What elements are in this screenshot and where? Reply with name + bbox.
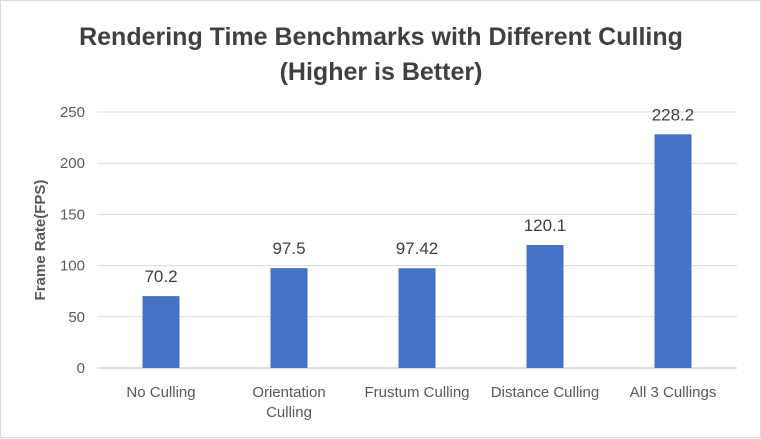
y-axis-ticks: 0 50 100 150 200 250 bbox=[60, 104, 85, 377]
bar bbox=[270, 268, 308, 368]
y-axis-title: Frame Rate(FPS) bbox=[32, 180, 49, 301]
chart-title-line-2: (Higher is Better) bbox=[280, 58, 483, 86]
data-label: 97.42 bbox=[396, 239, 439, 258]
y-tick-label: 100 bbox=[60, 258, 85, 275]
y-tick-label: 200 bbox=[60, 155, 85, 172]
y-tick-label: 250 bbox=[60, 104, 85, 121]
y-tick-label: 150 bbox=[60, 206, 85, 223]
bar bbox=[142, 296, 180, 368]
bars bbox=[142, 134, 692, 368]
bar bbox=[654, 134, 692, 368]
x-tick-label: All 3 Cullings bbox=[630, 384, 717, 401]
x-tick-label: Orientation Culling bbox=[252, 384, 325, 421]
data-label: 70.2 bbox=[144, 267, 177, 286]
chart-title-line-1: Rendering Time Benchmarks with Different… bbox=[79, 23, 683, 51]
x-tick-label: Distance Culling bbox=[491, 384, 599, 401]
x-axis-ticks: No Culling Orientation Culling Frustum Cull… bbox=[126, 384, 716, 421]
y-tick-label: 50 bbox=[68, 309, 85, 326]
bar bbox=[398, 268, 436, 368]
data-labels: 70.2 97.5 97.42 120.1 228.2 bbox=[144, 105, 694, 286]
bar bbox=[526, 245, 564, 368]
data-label: 97.5 bbox=[272, 239, 305, 258]
x-tick-label: Frustum Culling bbox=[364, 384, 469, 401]
gridlines bbox=[97, 111, 737, 369]
data-label: 120.1 bbox=[524, 216, 567, 235]
data-label: 228.2 bbox=[652, 105, 695, 124]
y-tick-label: 0 bbox=[77, 360, 85, 377]
x-tick-label: No Culling bbox=[126, 384, 195, 401]
